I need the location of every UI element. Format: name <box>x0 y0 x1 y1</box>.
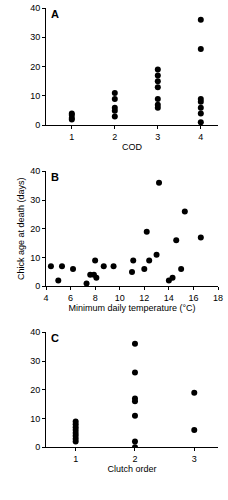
svg-text:10: 10 <box>30 253 40 263</box>
svg-text:8: 8 <box>93 293 98 303</box>
svg-text:0: 0 <box>35 281 40 291</box>
svg-text:2: 2 <box>112 132 117 142</box>
svg-text:10: 10 <box>115 293 125 303</box>
svg-text:0: 0 <box>35 120 40 130</box>
svg-text:40: 40 <box>30 166 40 176</box>
svg-text:4: 4 <box>43 293 48 303</box>
svg-text:20: 20 <box>30 62 40 72</box>
svg-text:40: 40 <box>30 327 40 337</box>
svg-text:40: 40 <box>30 3 40 13</box>
svg-text:20: 20 <box>30 385 40 395</box>
svg-text:B: B <box>51 171 59 183</box>
svg-text:C: C <box>51 332 59 344</box>
svg-text:2: 2 <box>132 454 137 464</box>
svg-text:18: 18 <box>213 293 223 303</box>
svg-text:6: 6 <box>68 293 73 303</box>
svg-text:Clutch order: Clutch order <box>107 464 156 474</box>
svg-text:14: 14 <box>164 293 174 303</box>
svg-text:0: 0 <box>35 442 40 452</box>
svg-text:10: 10 <box>30 414 40 424</box>
svg-text:3: 3 <box>155 132 160 142</box>
svg-text:30: 30 <box>30 195 40 205</box>
svg-text:Chick age at death (days): Chick age at death (days) <box>16 178 26 281</box>
svg-text:30: 30 <box>30 32 40 42</box>
svg-text:12: 12 <box>139 293 149 303</box>
svg-text:20: 20 <box>30 224 40 234</box>
svg-text:3: 3 <box>192 454 197 464</box>
svg-text:1: 1 <box>69 132 74 142</box>
svg-text:10: 10 <box>30 91 40 101</box>
svg-text:4: 4 <box>198 132 203 142</box>
svg-text:Minimum daily temperature (°C): Minimum daily temperature (°C) <box>68 303 195 313</box>
svg-text:30: 30 <box>30 356 40 366</box>
svg-text:COD: COD <box>122 142 143 152</box>
svg-text:A: A <box>51 8 59 20</box>
svg-text:1: 1 <box>73 454 78 464</box>
svg-text:16: 16 <box>188 293 198 303</box>
